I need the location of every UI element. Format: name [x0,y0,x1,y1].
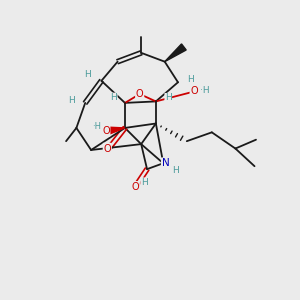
Text: O: O [103,143,111,154]
Text: O: O [102,126,110,136]
Text: H: H [165,93,172,102]
Text: H: H [84,70,91,80]
Text: O: O [190,86,198,96]
Text: ·H: ·H [92,122,101,131]
Text: N: N [162,158,170,168]
Text: H: H [110,93,117,102]
Text: O: O [131,182,139,192]
Text: H: H [172,166,179,175]
Polygon shape [165,44,186,62]
Text: ·H: ·H [200,86,209,95]
Polygon shape [107,127,125,135]
Text: H: H [187,75,194,84]
Text: H: H [68,96,74,105]
Text: O: O [136,89,143,99]
Text: H: H [141,178,148,187]
